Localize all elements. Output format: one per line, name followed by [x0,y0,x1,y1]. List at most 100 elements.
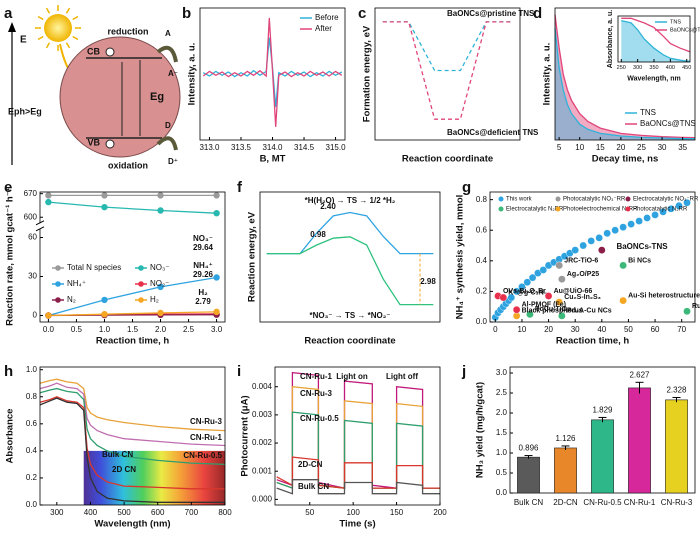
plot-frame [274,366,441,506]
y-axis-label: Intensity, a. u. [542,43,553,106]
point [523,278,532,287]
y-tick-label: 0.2 [26,473,38,482]
point [683,198,691,207]
legend-label: After [315,24,332,33]
legend-label: CN-Ru-3 [300,389,333,398]
series-line [276,385,440,490]
annotation: 2.79 [195,297,211,306]
point-label: Al-PMOF (Fe) [522,302,566,309]
x-tick-label: 314.5 [294,143,315,152]
marker [45,312,52,319]
x-tick-label: 300 [633,65,642,71]
annotation: 2.98 [420,277,436,286]
marker [101,296,108,304]
x-tick-label: 313.5 [231,143,252,152]
series-line [39,397,225,503]
x-tick-label: 10 [517,325,526,334]
panel-letter: f [237,179,243,196]
panel-letter: b [182,5,191,22]
series-line [554,14,696,139]
x-tick-label: 200 [433,508,447,517]
legend-label: 2D-CN [298,460,323,469]
diagram-label: VB [87,137,100,147]
legend-swatch [55,297,61,303]
legend-swatch [138,281,144,287]
series-line [48,276,217,317]
annotation: 29.64 [193,243,214,252]
x-tick-label: 600 [151,508,165,517]
x-tick-label: CN-Ru-3 [661,498,693,507]
y-tick-label: 0.0 [496,488,508,497]
legend-label: TNS [640,108,656,117]
y-tick-label: 0.6 [26,419,38,428]
point [526,310,534,319]
point [651,211,659,219]
legend-label: BaONCs@TNS [670,27,700,33]
point-label: Ag₂O/P25 [567,271,599,278]
bar [591,419,614,494]
x-tick-label: 50 [305,508,314,517]
x-tick-label: 35 [678,143,687,152]
x-tick-label: 15 [596,143,605,152]
series-line [266,211,434,255]
legend-label: Electrocatalytic N₂RR [506,207,564,213]
point [659,208,667,216]
legend-label: BaONCs@deficient TNS [447,128,539,137]
series-line [621,19,690,62]
legend-swatch [55,281,61,287]
sun-ray [65,7,71,14]
x-axis-label: B, MT [260,154,286,165]
y-tick-label: 600 [24,212,38,221]
y-tick-label: 0.4 [476,256,488,265]
x-tick-label: 2D-CN [553,498,578,507]
x-axis-label: Time (s) [339,519,375,530]
point [619,223,627,231]
y-tick-label: 0.003 [252,410,273,419]
x-tick-label: 0.5 [71,325,83,334]
x-tick-label: Bulk CN [514,498,544,507]
x-axis-label: Decay time, ns [592,154,659,165]
sun-ray [72,15,79,21]
x-tick-label: 40 [597,325,606,334]
y-tick-label: 0.002 [252,438,273,447]
x-tick-label: 30 [658,143,667,152]
y-tick-label: 0.4 [26,446,38,455]
point-label: Cu₂S-In₂S₃ [564,294,601,301]
y-axis-label: Reaction rate, mmol gcat⁻¹ h⁻¹ [5,188,16,326]
y-tick-label: 0.000 [252,494,273,503]
point [579,241,587,250]
diagram-label: A⁻ [168,69,178,78]
x-axis-label: Wavelength, nm [627,75,680,82]
sun-ray [65,42,71,49]
marker [213,209,220,217]
legend-label: NH₄⁺ [67,279,86,288]
y-tick-label: 0.8 [476,195,488,204]
series-line [48,311,217,317]
point [598,246,606,254]
y-tick-label: 2.0 [496,408,508,417]
diagram-label: oxidation [108,160,148,170]
diagram-label: D⁺ [168,157,178,166]
x-tick-label: 2.0 [155,325,167,334]
x-tick-label: 800 [218,508,232,517]
particle [59,36,181,158]
legend-label: This work [506,197,533,203]
series-line [621,17,691,53]
x-tick-label: 450 [682,65,691,71]
value-label: 0.896 [518,444,539,453]
x-axis-label: Reaction time, h [96,336,170,347]
y-tick-label: 60 [28,233,37,242]
x-tick-label: 314.0 [262,143,283,152]
legend-label: N₂ [67,295,76,304]
point [619,261,627,270]
plot-frame [259,191,441,323]
y-axis-label: NH₃ yield (mg/h/gcat) [475,382,486,478]
legend-swatch [625,196,631,202]
panel-letter: d [533,5,542,22]
x-tick-label: 2.5 [183,325,195,334]
y-tick-label: 0 [33,311,38,320]
series-line [266,236,434,306]
point [558,312,566,320]
